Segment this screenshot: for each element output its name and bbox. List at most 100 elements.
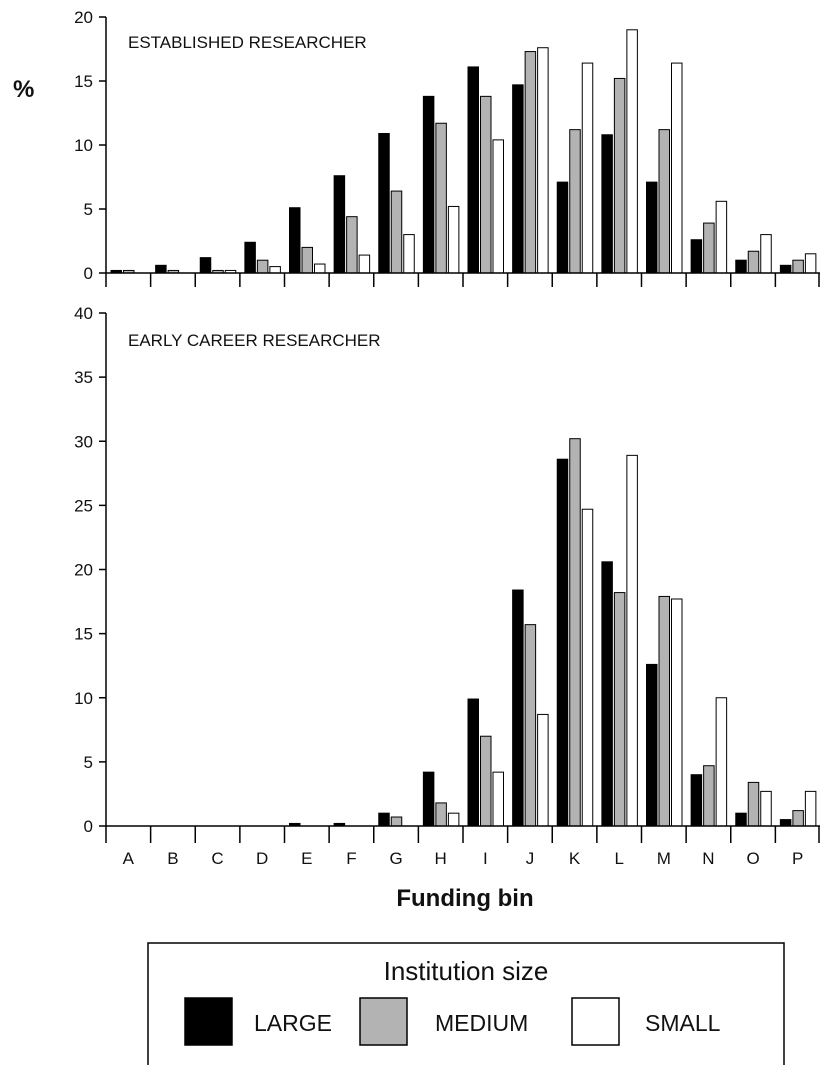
y-tick-label: 5 — [84, 200, 93, 219]
bar-medium-k — [569, 438, 581, 827]
bar-large-g — [378, 132, 390, 274]
bar-medium-j — [524, 51, 537, 274]
x-tick-label-e: E — [301, 849, 312, 868]
bar-small-m — [671, 598, 683, 827]
bar-large-k — [556, 458, 569, 827]
bar-medium-p — [792, 259, 804, 274]
bar-medium-o — [747, 781, 760, 827]
bar-medium-j — [524, 624, 537, 827]
bar-small-l — [626, 29, 638, 274]
bar-small-k — [581, 508, 594, 827]
y-tick-label: 10 — [74, 689, 93, 708]
bar-large-j — [512, 84, 524, 274]
bar-small-k — [581, 62, 594, 274]
y-tick-label: 25 — [74, 496, 93, 515]
x-tick-label-a: A — [123, 849, 135, 868]
bar-small-p — [804, 790, 817, 827]
x-tick-label-c: C — [211, 849, 223, 868]
bar-small-h — [447, 205, 460, 274]
bar-large-p — [779, 819, 792, 827]
y-tick-label: 0 — [84, 817, 93, 836]
bar-large-l — [601, 561, 613, 827]
y-tick-label: 5 — [84, 753, 93, 772]
x-tick-label-p: P — [792, 849, 803, 868]
bar-large-o — [735, 812, 747, 827]
legend-label-medium: MEDIUM — [435, 1010, 528, 1036]
bar-small-g — [403, 234, 415, 274]
bar-small-j — [537, 713, 549, 827]
bar-medium-l — [613, 592, 626, 827]
y-tick-label: 20 — [74, 8, 93, 27]
bar-medium-h — [435, 122, 447, 274]
panel-established: 0 5 10 15 20 ESTABLISHED RESEARCHER — [74, 8, 820, 287]
bar-medium-n — [703, 222, 715, 274]
bar-large-m — [646, 663, 658, 827]
x-tick-label-i: I — [483, 849, 488, 868]
bar-small-o — [760, 234, 772, 274]
bar-large-l — [601, 134, 613, 274]
bar-small-i — [492, 139, 504, 274]
bar-small-n — [715, 697, 728, 827]
legend-label-large: LARGE — [254, 1010, 332, 1036]
bar-large-i — [467, 66, 479, 274]
bar-small-e — [314, 263, 326, 274]
bar-small-i — [492, 771, 504, 827]
bar-large-m — [646, 181, 658, 274]
bar-large-f — [333, 175, 346, 274]
y-tick-label: 10 — [74, 136, 93, 155]
bar-medium-i — [480, 735, 492, 827]
bar-small-m — [671, 62, 683, 274]
bar-medium-k — [569, 129, 581, 274]
bar-small-l — [626, 454, 638, 827]
x-tick-label-o: O — [746, 849, 759, 868]
bar-medium-m — [658, 595, 670, 827]
bar-medium-d — [256, 259, 269, 274]
x-tick-label-h: H — [435, 849, 447, 868]
bar-small-d — [269, 266, 281, 274]
x-tick-label-n: N — [702, 849, 714, 868]
bar-medium-o — [747, 250, 760, 274]
x-tick-label-g: G — [389, 849, 402, 868]
bar-small-n — [715, 200, 728, 274]
legend: Institution size LARGE MEDIUM SMALL — [147, 942, 785, 1065]
panel-title: ESTABLISHED RESEARCHER — [128, 33, 367, 52]
bar-medium-l — [613, 77, 626, 274]
bar-large-j — [512, 589, 524, 827]
bar-large-h — [422, 95, 435, 274]
y-tick-label: 30 — [74, 432, 93, 451]
bar-small-h — [447, 812, 460, 827]
bar-large-i — [467, 698, 479, 827]
bar-large-k — [556, 181, 569, 274]
y-tick-label: 15 — [74, 625, 93, 644]
bar-medium-e — [301, 246, 313, 274]
legend-label-small: SMALL — [645, 1010, 721, 1036]
bar-large-n — [690, 239, 703, 274]
bar-large-n — [690, 774, 703, 827]
x-tick-label-l: L — [614, 849, 623, 868]
bar-medium-p — [792, 810, 804, 827]
y-axis-label: % — [13, 76, 34, 103]
bar-large-g — [378, 812, 390, 827]
bar-medium-m — [658, 129, 670, 274]
bar-small-p — [804, 253, 817, 274]
legend-swatch-large — [184, 997, 233, 1046]
bar-medium-n — [703, 765, 715, 827]
bar-large-e — [289, 207, 301, 274]
bar-medium-i — [480, 95, 492, 274]
bar-small-j — [537, 47, 549, 274]
bar-medium-g — [390, 816, 403, 827]
bar-large-h — [422, 771, 435, 827]
legend-box — [147, 942, 785, 1065]
x-tick-label-d: D — [256, 849, 268, 868]
x-tick-label-f: F — [346, 849, 356, 868]
bar-medium-f — [346, 216, 358, 274]
x-tick-label-b: B — [167, 849, 178, 868]
bar-large-p — [779, 264, 792, 274]
x-tick-label-j: J — [526, 849, 535, 868]
bar-medium-h — [435, 802, 447, 827]
bar-large-b — [155, 264, 167, 274]
y-tick-label: 15 — [74, 72, 93, 91]
bar-large-c — [199, 257, 212, 274]
y-tick-label: 40 — [74, 304, 93, 323]
